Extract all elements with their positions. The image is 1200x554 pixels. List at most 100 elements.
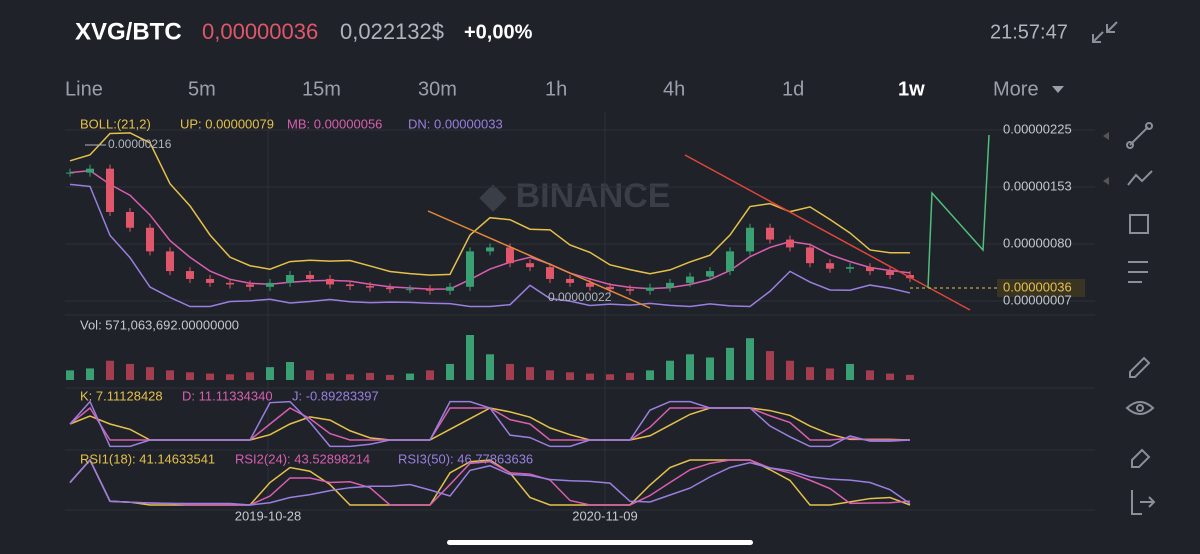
eye-tool[interactable] [1125, 401, 1155, 415]
volume-bar [426, 370, 434, 380]
volume-bar [866, 370, 874, 380]
price-axis-label: 0.00000080 [1003, 235, 1072, 250]
low-annotation: 0.00000022 [548, 290, 612, 304]
volume-bar [526, 367, 534, 380]
volume-bar [146, 367, 154, 380]
candle [286, 275, 294, 283]
candle [66, 172, 74, 174]
candle [206, 278, 214, 283]
boll-up-line [69, 132, 911, 276]
volume-bar [326, 373, 334, 380]
candle [826, 263, 834, 269]
volume-bar [346, 374, 354, 380]
candle [586, 282, 594, 287]
volume-bar [686, 354, 694, 380]
candle [186, 271, 194, 279]
candle [166, 251, 174, 272]
candle [326, 278, 334, 285]
boll-dn-line [69, 183, 911, 308]
candle [666, 282, 674, 288]
timeframe-tab[interactable]: 4h [663, 78, 685, 100]
trend-line [427, 210, 651, 309]
candle [366, 286, 374, 288]
price-axis-label: 0.00000007 [1003, 292, 1072, 307]
candle [446, 286, 454, 291]
candle [386, 287, 394, 290]
date-label: 2020-11-09 [572, 508, 638, 523]
volume-bar [666, 360, 674, 380]
date-label: 2019-10-28 [235, 508, 302, 523]
arrow [1103, 177, 1109, 185]
candle [786, 239, 794, 248]
candle [626, 289, 634, 291]
candle [426, 289, 434, 291]
volume-bar [266, 367, 274, 380]
timeframe-tab[interactable]: 30m [418, 78, 457, 100]
candle [466, 251, 474, 287]
volume-bar [506, 363, 514, 380]
rsi1-label: RSI1(18): 41.14633541 [80, 451, 215, 466]
candle [686, 276, 694, 283]
fib-tool[interactable] [1128, 261, 1148, 283]
boll-mb: MB: 0.00000056 [287, 116, 382, 131]
candle [606, 286, 614, 290]
price: 0,00000036 [202, 19, 318, 44]
volume-bar [66, 370, 74, 380]
eraser-tool[interactable] [1131, 448, 1151, 468]
exit-tool[interactable] [1131, 490, 1156, 515]
volume-bar [826, 368, 834, 380]
candle [806, 247, 814, 264]
candle [86, 168, 94, 173]
high-annotation: 0.00000216 [108, 137, 172, 151]
candle [886, 271, 894, 276]
volume-bar [846, 363, 854, 380]
volume-bar [546, 370, 554, 380]
candle [146, 227, 154, 252]
volume-bar [126, 363, 134, 380]
timeframe-tab[interactable]: 15m [302, 78, 341, 100]
k-line [69, 407, 911, 441]
volume-bar [386, 374, 394, 380]
candle [746, 227, 754, 252]
rsi2-label: RSI2(24): 43.52898214 [235, 451, 370, 466]
timeframe-tab[interactable]: More [993, 78, 1039, 100]
volume-bar [306, 370, 314, 380]
candle [346, 284, 354, 287]
volume-bar [86, 368, 94, 380]
volume-bar [226, 374, 234, 380]
collapse-icon[interactable] [1092, 21, 1118, 43]
current-price-box [997, 279, 1085, 297]
draw-tool[interactable] [1129, 356, 1151, 378]
candle [726, 251, 734, 272]
line-tool[interactable] [1129, 126, 1149, 146]
change: +0,00% [464, 21, 533, 43]
timeframe-tab[interactable]: Line [65, 78, 103, 100]
boll-up: UP: 0.00000079 [180, 116, 274, 131]
volume-bar [726, 347, 734, 380]
price-axis-label: 0.00000153 [1003, 178, 1072, 193]
candle [526, 263, 534, 268]
timeframe-tab[interactable]: 1d [782, 78, 804, 100]
volume-bar [586, 373, 594, 380]
price-axis-label: 0.00000225 [1003, 121, 1072, 136]
candle [486, 247, 494, 252]
volume-bar [566, 372, 574, 380]
trend-tool[interactable] [1127, 170, 1153, 186]
volume-bar [806, 367, 814, 380]
d-label: D: 11.11334340 [182, 388, 273, 403]
candle [226, 282, 234, 285]
timeframe-tab[interactable]: 5m [188, 78, 216, 100]
volume-bar [246, 372, 254, 380]
usd-price: 0,022132$ [340, 19, 444, 44]
volume-bar [746, 338, 754, 380]
home-indicator [447, 540, 753, 545]
dropdown-arrow [1052, 86, 1064, 93]
d-line [69, 406, 910, 441]
timeframe-tab[interactable]: 1h [545, 78, 567, 100]
timeframe-tab[interactable]: 1w [898, 78, 925, 100]
rsi1-line [69, 458, 911, 506]
candle [246, 284, 254, 287]
shape-tool[interactable] [1129, 214, 1149, 234]
watermark: ◆ BINANCE [479, 177, 671, 215]
rsi3-label: RSI3(50): 46.77863636 [398, 451, 533, 466]
